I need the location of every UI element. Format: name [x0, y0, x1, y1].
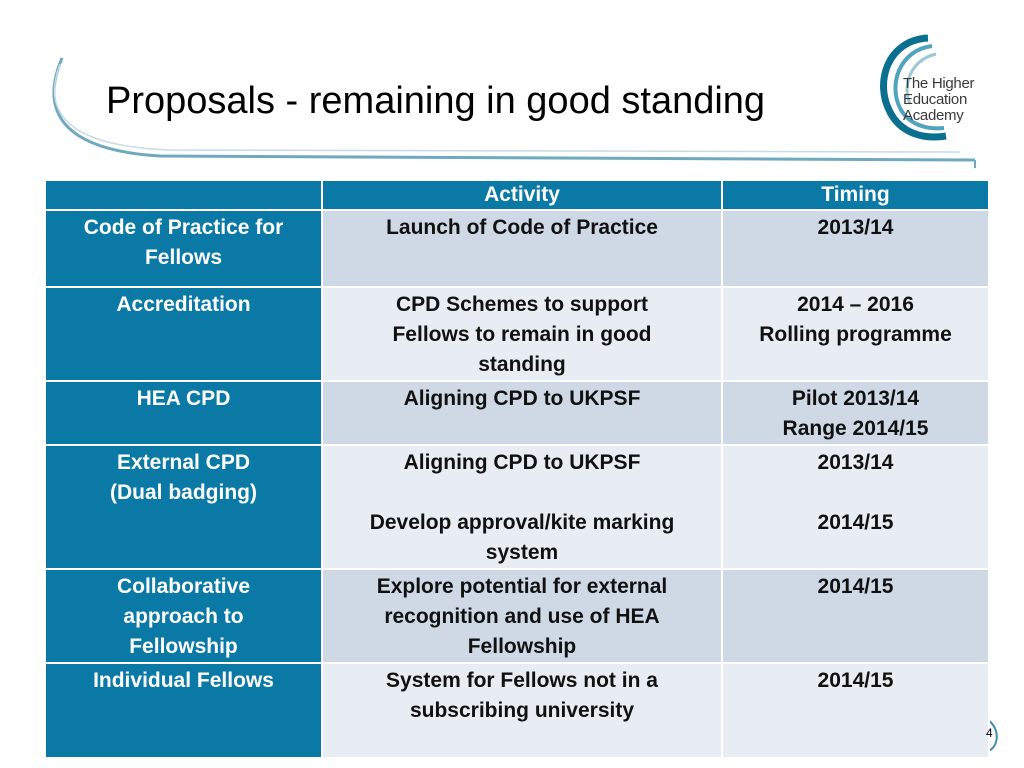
activity-cell: Aligning CPD to UKPSF	[321, 380, 723, 446]
header-timing: Timing	[721, 179, 990, 211]
logo-line-1: The Higher	[903, 75, 975, 92]
timing-cell: Pilot 2013/14 Range 2014/15	[721, 380, 990, 446]
table-row: Collaborative approach to Fellowship Exp…	[44, 568, 990, 664]
slide-title: Proposals - remaining in good standing	[106, 80, 766, 122]
header-activity: Activity	[321, 179, 723, 211]
row-label-code-of-practice: Code of Practice for Fellows	[44, 209, 323, 288]
timing-cell: 2014 – 2016 Rolling programme	[721, 286, 990, 382]
timing-cell: 2014/15	[721, 662, 990, 759]
timing-cell: 2014/15	[721, 568, 990, 664]
logo-line-3: Academy	[903, 107, 964, 124]
hea-logo-text: The Higher Education Academy	[903, 75, 975, 124]
hea-logo-swirl-icon	[880, 34, 947, 141]
activity-cell: Aligning CPD to UKPSF Develop approval/k…	[321, 444, 723, 570]
table-row: Code of Practice for Fellows Launch of C…	[44, 209, 990, 288]
row-label-collaborative-approach: Collaborative approach to Fellowship	[44, 568, 323, 664]
page-number: 4	[986, 726, 993, 740]
row-label-hea-cpd: HEA CPD	[44, 380, 323, 446]
activity-cell: Explore potential for external recogniti…	[321, 568, 723, 664]
row-label-accreditation: Accreditation	[44, 286, 323, 382]
activity-cell: System for Fellows not in a subscribing …	[321, 662, 723, 759]
timing-cell: 2013/14	[721, 209, 990, 288]
table-row: External CPD (Dual badging) Aligning CPD…	[44, 444, 990, 570]
table-header-row: Activity Timing	[44, 179, 990, 211]
table-row: HEA CPD Aligning CPD to UKPSF Pilot 2013…	[44, 380, 990, 446]
activity-cell: CPD Schemes to support Fellows to remain…	[321, 286, 723, 382]
row-label-individual-fellows: Individual Fellows	[44, 662, 323, 759]
timing-cell: 2013/14 2014/15	[721, 444, 990, 570]
row-label-external-cpd: External CPD (Dual badging)	[44, 444, 323, 570]
header-blank	[44, 179, 323, 211]
activity-cell: Launch of Code of Practice	[321, 209, 723, 288]
table-row: Accreditation CPD Schemes to support Fel…	[44, 286, 990, 382]
logo-line-2: Education	[903, 91, 968, 108]
proposals-table: Activity Timing Code of Practice for Fel…	[44, 179, 990, 759]
table-row: Individual Fellows System for Fellows no…	[44, 662, 990, 759]
